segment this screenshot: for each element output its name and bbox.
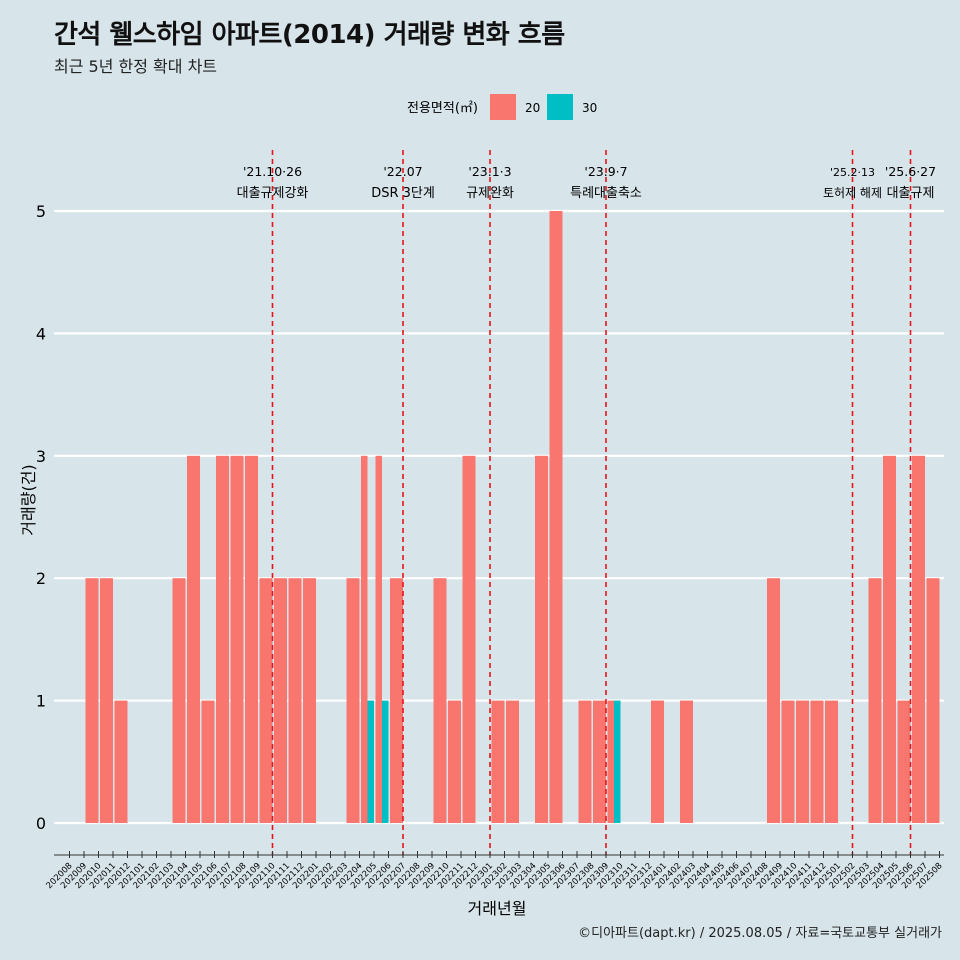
bar-20-202209 (433, 578, 447, 823)
event-sublabel: DSR 3단계 (371, 186, 435, 201)
bar-20-202011 (114, 700, 128, 823)
legend-title: 전용면적(㎡) (407, 101, 478, 116)
chart-title: 간석 웰스하임 아파트(2014) 거래량 변화 흐름 (54, 20, 565, 50)
legend: 전용면적(㎡) 20 30 (407, 94, 597, 120)
bar-20-202307 (578, 700, 592, 823)
bar-20-202411 (810, 700, 824, 823)
bar-20-202204 (361, 455, 368, 823)
event-label: '23.9·7 (584, 164, 627, 179)
legend-swatch-20 (490, 94, 516, 120)
bar-20-202205 (375, 455, 382, 823)
bar-30-202204 (367, 700, 374, 823)
x-axis-label: 거래년월 (468, 899, 527, 918)
bar-layer (85, 211, 940, 823)
bar-20-202108 (245, 455, 258, 823)
bar-20-202103 (172, 578, 186, 823)
source-credit: ©디아파트(dapt.kr) / 2025.08.05 / 자료=국토교통부 실… (578, 926, 942, 941)
bar-20-202111 (288, 578, 302, 823)
y-tick-label: 2 (36, 569, 46, 588)
event-sublabel: 대출규제 (887, 186, 935, 201)
bar-20-202402 (680, 700, 693, 823)
bar-20-202302 (506, 700, 519, 823)
bar-20-202203 (346, 578, 360, 823)
legend-label-30: 30 (582, 101, 597, 115)
bar-20-202009 (85, 578, 99, 823)
chart-subtitle: 최근 5년 한정 확대 차트 (54, 57, 218, 76)
y-tick-label: 1 (36, 692, 46, 711)
event-sublabel: 규제완화 (466, 186, 514, 201)
y-tick-label: 4 (36, 324, 46, 343)
event-label: '21.10·26 (243, 164, 302, 179)
y-axis-label: 거래량(건) (19, 464, 38, 535)
bar-20-202105 (201, 700, 215, 823)
bar-20-202308 (593, 700, 606, 823)
bar-20-202301 (491, 700, 505, 823)
bar-20-202106 (216, 455, 229, 823)
y-tick-label: 0 (36, 814, 46, 833)
bar-20-202211 (462, 455, 476, 823)
bar-20-202112 (303, 578, 316, 823)
bar-20-202506 (912, 455, 925, 823)
legend-swatch-30 (547, 94, 573, 120)
bar-30-202309 (614, 700, 621, 823)
bar-20-202309 (607, 700, 614, 823)
event-sublabel: 특례대출축소 (570, 186, 642, 201)
y-tick-label: 3 (36, 447, 46, 466)
bar-20-202505 (897, 700, 911, 823)
event-sublabel: 대출규제강화 (237, 186, 309, 201)
bar-20-202503 (868, 578, 882, 823)
bar-20-202107 (230, 455, 244, 823)
bar-20-202504 (883, 455, 896, 823)
bar-20-202410 (796, 700, 809, 823)
event-sublabel: 토허제 해제 (823, 186, 882, 200)
bar-20-202304 (535, 455, 548, 823)
bar-20-202305 (549, 211, 563, 823)
bar-30-202205 (382, 700, 389, 823)
bar-20-202110 (274, 578, 287, 823)
event-label: '23.1·3 (468, 164, 511, 179)
bar-20-202409 (781, 700, 795, 823)
bar-20-202412 (825, 700, 838, 823)
bar-20-202010 (100, 578, 113, 823)
y-tick-label: 5 (36, 202, 46, 221)
event-label: '22.07 (383, 164, 422, 179)
legend-label-20: 20 (525, 101, 540, 115)
event-label: '25.6·27 (885, 164, 936, 179)
bar-20-202312 (651, 700, 664, 823)
event-label: '25.2·13 (830, 166, 875, 179)
event-layer: '21.10·26 대출규제강화 '22.07 DSR 3단계 '23.1·3 규제완화 '… (237, 150, 936, 855)
bar-20-202408 (767, 578, 780, 823)
bar-20-202507 (926, 578, 940, 823)
bar-20-202206 (390, 578, 403, 823)
bar-20-202210 (448, 700, 461, 823)
bar-20-202104 (187, 455, 200, 823)
bar-20-202109 (259, 578, 273, 823)
